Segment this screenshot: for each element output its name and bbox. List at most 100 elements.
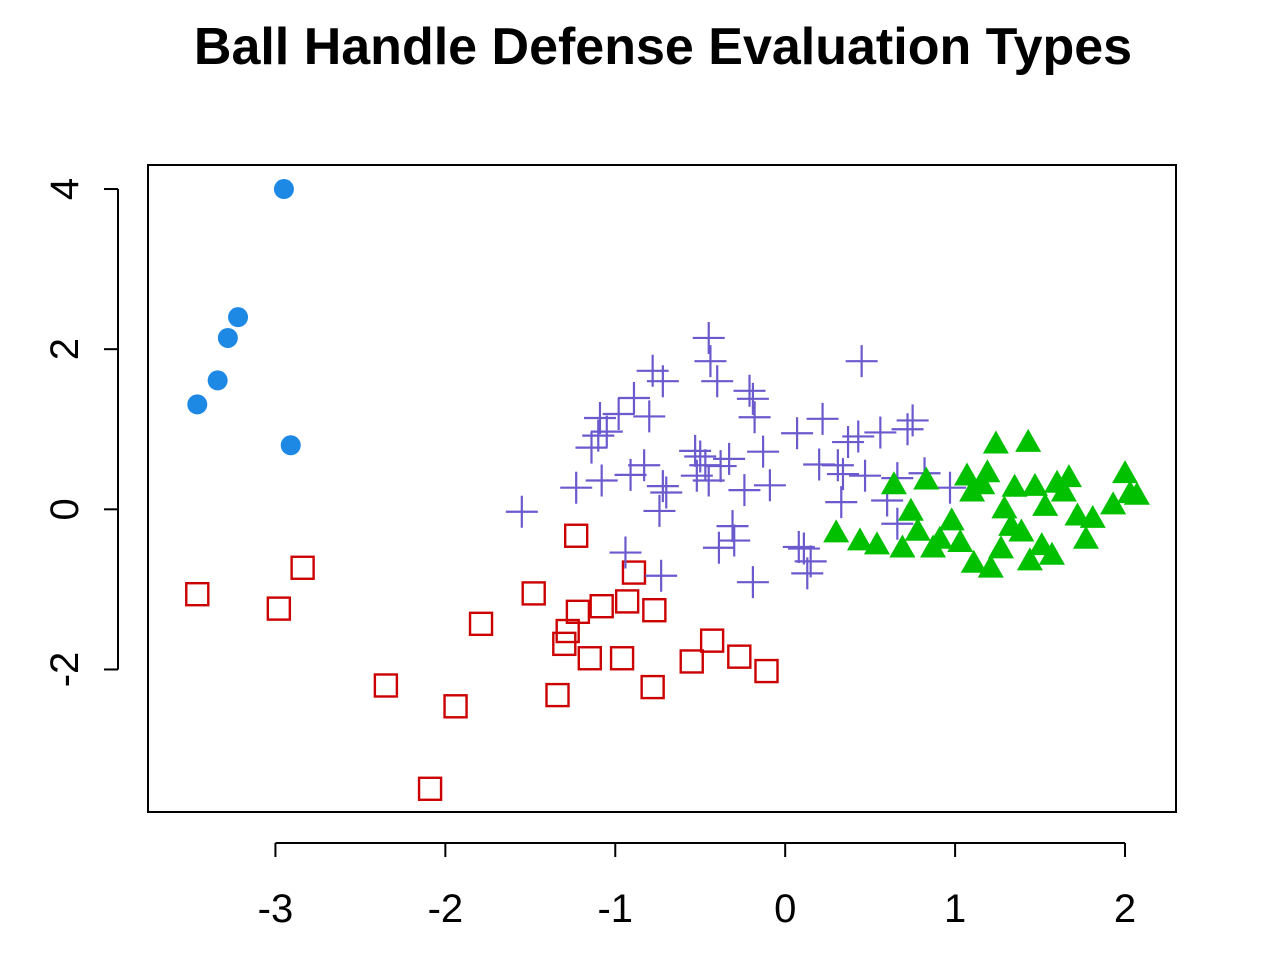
data-point-plus (590, 415, 623, 448)
data-point-square (290, 555, 315, 580)
data-point-plus (825, 486, 858, 519)
y-tick-label: 4 (43, 178, 87, 200)
data-point-triangle (1055, 464, 1082, 488)
data-point-triangle (823, 519, 850, 543)
data-point-triangle (863, 531, 890, 555)
data-point-square (266, 596, 292, 621)
data-point-square (621, 560, 647, 585)
data-point-plus (583, 402, 616, 435)
data-point-plus (692, 321, 725, 354)
data-point-square (545, 682, 570, 708)
data-point-square (565, 599, 591, 625)
data-point-square (417, 776, 443, 801)
data-point-square (185, 581, 210, 607)
data-point-plus (560, 471, 593, 504)
data-point-triangle (991, 495, 1018, 519)
x-tick-label: -1 (597, 887, 633, 931)
data-point-plus (794, 545, 827, 578)
data-point-plus (934, 471, 967, 504)
data-point-circle (228, 307, 249, 328)
data-point-triangle (969, 471, 996, 495)
data-point-triangle (904, 517, 931, 541)
data-point-plus (585, 464, 618, 497)
data-point-plus (650, 476, 683, 509)
data-point-plus (753, 469, 786, 502)
x-tick-label: 0 (774, 887, 796, 931)
data-point-plus (849, 459, 882, 492)
data-point-square (577, 646, 602, 671)
data-point-triangle (938, 507, 965, 531)
data-point-plus (736, 382, 769, 415)
data-point-square (754, 658, 779, 684)
data-point-triangle (1100, 491, 1127, 515)
data-point-plus (505, 495, 538, 528)
data-point-square (521, 581, 546, 606)
x-axis: -3 -2 -1 0 1 2 (258, 842, 1136, 931)
data-point-plus (787, 532, 820, 565)
data-point-plus (747, 435, 780, 468)
y-tick-label: 2 (43, 338, 87, 360)
data-point-plus (845, 345, 878, 378)
data-point-plus (713, 442, 746, 475)
y-axis: -2 0 2 4 (43, 178, 119, 688)
data-point-circle (273, 179, 294, 200)
data-point-plus (646, 470, 679, 503)
data-point-triangle (1015, 428, 1042, 452)
data-point-plus (806, 402, 839, 435)
data-point-triangle (974, 459, 1001, 483)
data-point-plus (617, 382, 650, 415)
data-point-plus (891, 413, 924, 446)
data-point-plus (633, 400, 666, 433)
data-point-circle (207, 370, 228, 391)
data-point-plus (602, 398, 635, 431)
data-point-triangle (1112, 460, 1139, 484)
data-point-plus (575, 431, 608, 464)
plot-frame (147, 164, 1177, 813)
data-point-plus (716, 510, 749, 543)
x-tick-label: -3 (258, 887, 294, 931)
data-point-triangle (1032, 492, 1059, 516)
data-point-square (614, 589, 640, 614)
data-point-triangle (1021, 472, 1048, 496)
data-point-triangle (1050, 478, 1077, 502)
data-point-plus (738, 401, 771, 434)
data-point-triangle (987, 535, 1014, 559)
data-point-plus (781, 417, 814, 450)
data-point-triangle (1064, 502, 1091, 526)
x-tick-label: 2 (1114, 887, 1136, 931)
data-point-plus (842, 420, 875, 453)
data-point-square (699, 628, 725, 653)
data-point-plus (821, 449, 854, 482)
data-point-plus (628, 449, 661, 482)
data-point-triangle (1016, 547, 1043, 571)
data-point-plus (609, 536, 642, 569)
data-point-triangle (1072, 525, 1099, 549)
data-point-plus (826, 458, 859, 491)
data-point-triangle (889, 534, 916, 558)
y-tick-label: -2 (43, 652, 87, 688)
data-point-plus (864, 416, 897, 449)
x-tick-label: -2 (428, 887, 464, 931)
data-point-square (563, 523, 589, 548)
data-point-square (589, 594, 614, 619)
data-point-plus (692, 464, 725, 497)
data-point-square (468, 611, 494, 637)
data-point-plus (728, 474, 761, 507)
data-point-square (679, 649, 704, 674)
data-point-plus (614, 458, 647, 491)
data-point-plus (701, 365, 734, 398)
data-point-triangle (897, 497, 924, 521)
data-point-triangle (1123, 481, 1150, 505)
data-point-triangle (880, 471, 907, 495)
data-point-square (443, 694, 468, 719)
data-point-triangle (1038, 541, 1065, 565)
data-point-square (642, 598, 667, 623)
data-point-circle (187, 394, 208, 415)
data-point-triangle (977, 554, 1004, 578)
chart-title: Ball Handle Defense Evaluation Types (194, 18, 1132, 76)
data-point-plus (684, 440, 717, 473)
data-point-plus (643, 494, 676, 527)
data-point-square (640, 674, 665, 700)
data-point-square (552, 631, 577, 657)
